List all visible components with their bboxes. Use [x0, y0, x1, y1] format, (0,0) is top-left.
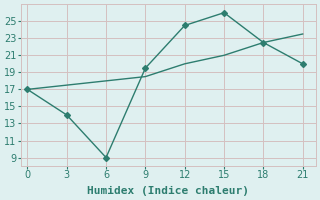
- X-axis label: Humidex (Indice chaleur): Humidex (Indice chaleur): [87, 186, 249, 196]
